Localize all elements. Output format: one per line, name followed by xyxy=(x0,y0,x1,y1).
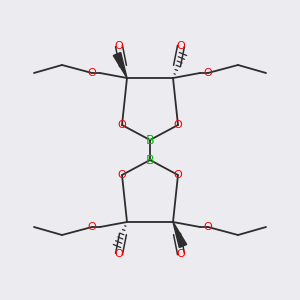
Text: O: O xyxy=(174,170,182,180)
Text: O: O xyxy=(204,222,212,232)
Text: O: O xyxy=(118,120,126,130)
Text: O: O xyxy=(88,222,96,232)
Text: O: O xyxy=(118,170,126,180)
Text: O: O xyxy=(177,41,185,51)
Text: O: O xyxy=(88,68,96,78)
Polygon shape xyxy=(113,52,127,78)
Text: O: O xyxy=(115,41,123,51)
Text: B: B xyxy=(146,134,154,146)
Text: O: O xyxy=(204,68,212,78)
Text: O: O xyxy=(174,120,182,130)
Text: B: B xyxy=(146,154,154,166)
Text: O: O xyxy=(115,249,123,259)
Text: O: O xyxy=(177,249,185,259)
Polygon shape xyxy=(173,222,187,248)
